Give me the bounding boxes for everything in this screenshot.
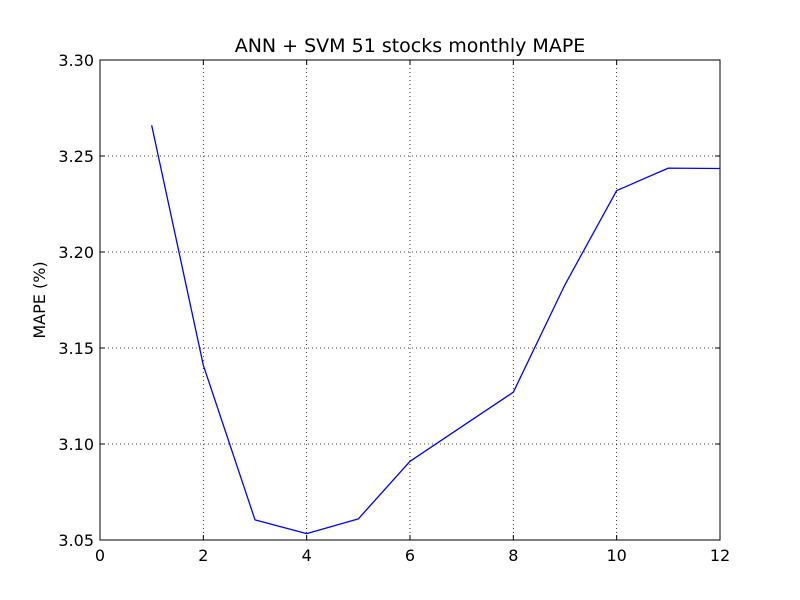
y-tick-label: 3.30 [58, 51, 94, 70]
x-tick-label: 10 [606, 546, 626, 565]
series-line [151, 125, 721, 535]
x-tick-label: 0 [95, 546, 105, 565]
chart-title: ANN + SVM 51 stocks monthly MAPE [235, 35, 586, 57]
x-tick-label: 8 [508, 546, 518, 565]
x-tick-label: 12 [710, 546, 730, 565]
y-tick-label: 3.05 [58, 531, 94, 550]
y-tick-label: 3.15 [58, 339, 94, 358]
y-tick-label: 3.25 [58, 147, 94, 166]
grid [100, 60, 720, 540]
x-tick-label: 6 [405, 546, 415, 565]
x-tick-label: 4 [302, 546, 312, 565]
series-layer [151, 125, 721, 535]
y-axis-label: MAPE (%) [30, 261, 49, 338]
y-tick-label: 3.10 [58, 435, 94, 454]
axis-ticks: 0 2 4 6 8 10 12 3.05 3.10 3.15 3.20 3.25 3.30 [58, 51, 730, 565]
x-tick-label: 2 [198, 546, 208, 565]
y-tick-label: 3.20 [58, 243, 94, 262]
